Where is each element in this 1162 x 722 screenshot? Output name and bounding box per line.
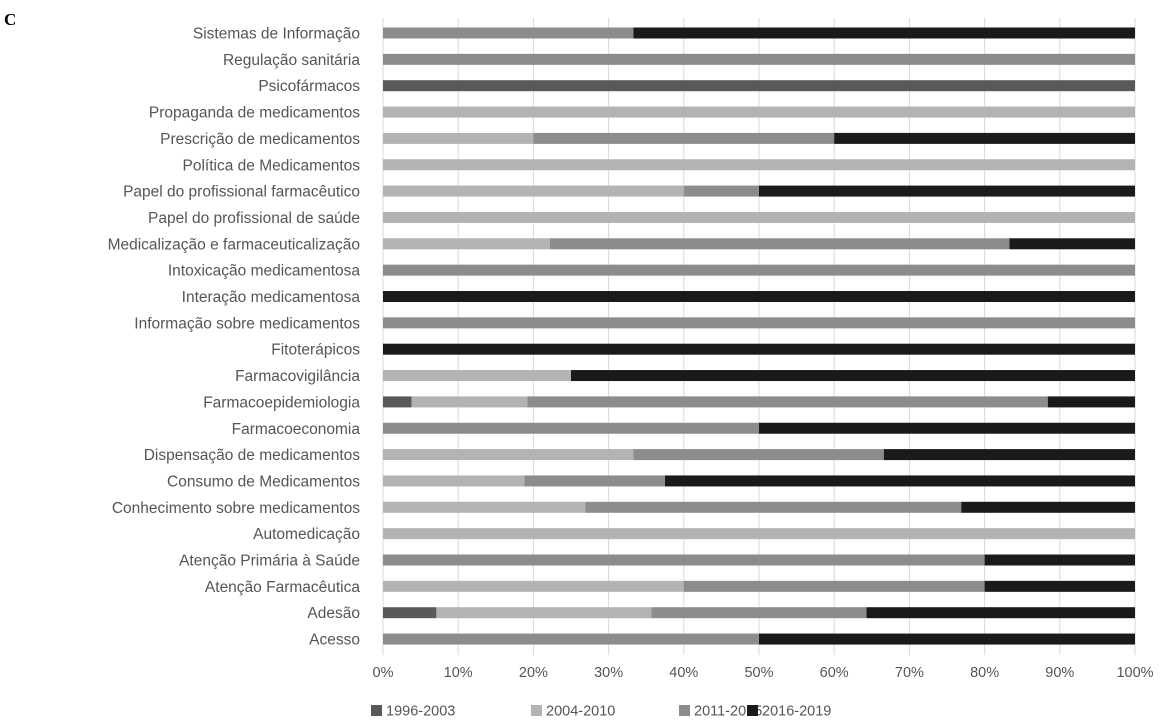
category-label: Acesso [309,632,360,649]
bar-segment [533,132,835,144]
bar-segment [383,185,684,197]
category-label: Propaganda de medicamentos [149,105,360,122]
bar-segment [383,27,634,39]
bar-segment [961,501,1135,513]
bar-segment [549,238,1010,250]
bar-segment [759,422,1135,434]
bar-segment [984,554,1135,566]
bar-segment [436,607,652,619]
bar-segment [383,528,1135,540]
category-label: Conhecimento sobre medicamentos [112,500,360,517]
x-tick-label: 60% [820,665,849,681]
legend-label: 1996-2003 [386,704,455,720]
legend-label: 2011-2015 [694,704,762,720]
bar-segment [383,396,412,408]
bar-segment [383,80,1135,92]
bar-segment [383,211,1135,223]
bar-segment [383,554,985,566]
bar-segment [651,607,867,619]
bar-segment [383,291,1135,302]
legend-swatch [531,705,542,716]
category-label: Intoxicação medicamentosa [168,263,361,280]
bar-segment [411,396,528,408]
bar-segment [383,264,1135,276]
category-label: Sistemas de Informação [193,26,360,43]
category-label: Dispensação de medicamentos [144,447,361,464]
legend-swatch [371,705,382,716]
legend: 1996-2003 2004-2010 2011-2015 2016-2019 [371,704,831,720]
bar-segment [759,633,1135,645]
category-label: Política de Medicamentos [183,157,361,174]
bar-segment [383,106,1135,118]
x-tick-label: 30% [594,665,623,681]
x-tick-label: 50% [744,665,773,681]
bar-segment [759,185,1135,197]
category-label: Interação medicamentosa [182,289,361,306]
category-label: Atenção Farmacêutica [205,579,360,596]
bar-segment [383,607,437,619]
bar-segment [383,132,534,144]
category-label: Consumo de Medicamentos [167,473,360,490]
gridlines [382,18,1136,655]
category-label: Psicofármacos [258,78,360,95]
bar-segment [527,396,1048,408]
x-tick-label: 10% [444,665,473,681]
panel-letter: C [4,10,16,29]
bar-segment [1047,396,1135,408]
category-label: Automedicação [253,526,360,543]
bar-segment [383,501,586,513]
bar-segment [383,238,550,250]
bar-segment [834,132,1135,144]
x-tick-label: 0% [373,665,394,681]
x-tick-label: 90% [1045,665,1074,681]
category-label: Farmacoeconomia [232,421,361,438]
category-label: Papel do profissional de saúde [148,210,360,227]
bar-segment [383,343,1135,355]
category-label: Farmacovigilância [235,368,360,385]
x-tick-label: 70% [895,665,924,681]
category-labels: Sistemas de Informação Regulação sanitári… [108,26,361,649]
bar-segment [383,580,684,592]
bar-segment [866,607,1135,619]
category-label: Fitoterápicos [271,342,360,359]
x-tick-label: 20% [519,665,548,681]
category-label: Regulação sanitária [223,52,360,69]
category-label: Prescrição de medicamentos [160,131,360,148]
bar-segment [665,475,1135,487]
category-label: Papel do profissional farmacêutico [123,184,360,201]
x-tick-labels: 0% 10% 20% 30% 40% 50% 60% 70% 80% 90% 100% [373,665,1154,681]
bar-segment [633,27,1135,39]
bar-segment [683,185,759,197]
bar-segment [1009,238,1135,250]
category-label: Farmacoepidemiologia [203,394,360,411]
bar-segment [383,53,1135,65]
bar-segment [383,159,1135,171]
bar-segment [633,449,884,461]
legend-swatch [679,705,690,716]
bar-segment [383,422,759,434]
bar-segment [883,449,1135,461]
bar-segment [383,317,1135,329]
x-tick-label: 100% [1116,665,1153,681]
bar-segment [571,370,1135,382]
legend-swatch [747,705,758,716]
bar-segment [585,501,962,513]
category-label: Informação sobre medicamentos [134,315,360,332]
bar-segment [383,475,525,487]
bar-segment [683,580,985,592]
x-tick-label: 80% [970,665,999,681]
bar-segment [524,475,665,487]
legend-label: 2004-2010 [546,704,615,720]
bars [383,27,1135,645]
category-label: Adesão [307,605,360,622]
bar-segment [984,580,1135,592]
bar-segment [383,449,634,461]
category-label: Atenção Primária à Saúde [179,553,360,570]
category-label: Medicalização e farmaceuticalização [108,236,360,253]
x-tick-label: 40% [669,665,698,681]
bar-segment [383,370,571,382]
bar-segment [383,633,759,645]
legend-label: 2016-2019 [762,704,831,720]
